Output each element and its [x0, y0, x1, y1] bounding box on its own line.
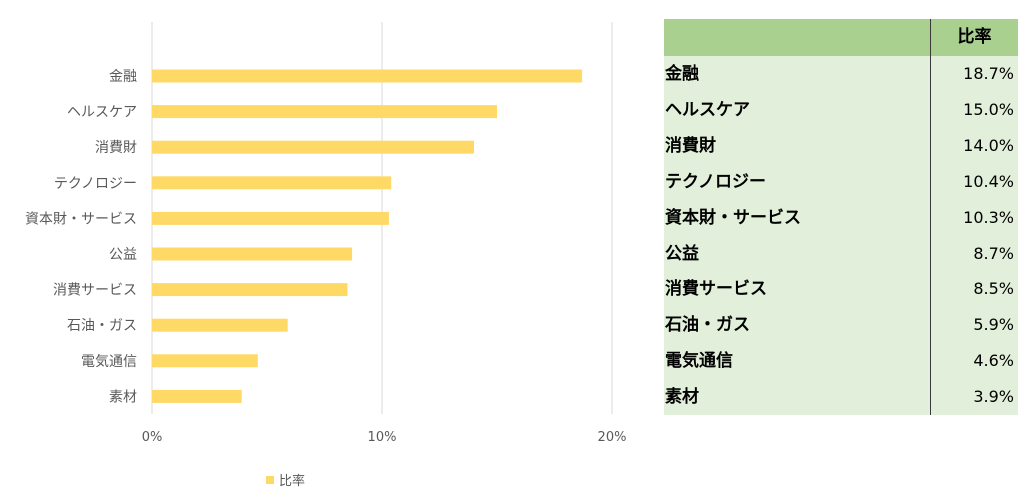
bar — [152, 69, 583, 83]
category-label: テクノロジー — [54, 176, 137, 192]
category-labels: 金融ヘルスケア消費財テクノロジー資本財・サービス公益消費サービス石油・ガス電気通… — [25, 69, 137, 405]
table-row: 消費財 14.0% — [664, 128, 1018, 164]
category-label: 金融 — [109, 69, 137, 85]
table-row: 電気通信 4.6% — [664, 343, 1018, 379]
category-label: 資本財・サービス — [25, 211, 137, 227]
table-cell-sector: 素材 — [665, 387, 699, 408]
bar — [152, 354, 258, 368]
table-cell-sector: 石油・ガス — [665, 315, 750, 336]
table-cell-sector: 資本財・サービス — [665, 207, 801, 228]
category-label: 石油・ガス — [67, 318, 137, 334]
table-row: 金融 18.7% — [664, 56, 1018, 92]
category-label: 素材 — [109, 389, 137, 405]
legend: 比率 — [266, 473, 305, 489]
bar-chart: 金融ヘルスケア消費財テクノロジー資本財・サービス公益消費サービス石油・ガス電気通… — [25, 22, 627, 489]
table-header — [664, 19, 1018, 56]
legend-label: 比率 — [279, 473, 305, 489]
table-row: テクノロジー 10.4% — [664, 164, 1018, 200]
table-cell-ratio: 4.6% — [973, 351, 1014, 371]
data-table: 比率 金融 18.7% ヘルスケア 15.0% 消費財 14.0% テクノロジー 10.4% 資… — [664, 19, 1018, 415]
table-row: 素材 3.9% — [664, 379, 1018, 415]
bar — [152, 211, 389, 225]
x-tick-labels: 0% 10% 20% — [142, 430, 627, 445]
table-cell-sector: 電気通信 — [665, 351, 733, 372]
category-label: 電気通信 — [81, 354, 137, 370]
table-cell-ratio: 15.0% — [963, 99, 1014, 119]
table-cell-ratio: 3.9% — [973, 387, 1014, 407]
category-label: 消費財 — [95, 140, 137, 156]
bar — [152, 176, 392, 190]
column-divider — [930, 19, 931, 415]
table-row: 消費サービス 8.5% — [664, 271, 1018, 307]
category-label: 公益 — [109, 247, 137, 263]
table-row: ヘルスケア 15.0% — [664, 92, 1018, 128]
table-cell-ratio: 10.3% — [963, 207, 1014, 227]
bar — [152, 247, 353, 261]
table-cell-ratio: 8.7% — [973, 243, 1014, 263]
x-tick-label: 0% — [142, 430, 163, 445]
table-cell-ratio: 18.7% — [963, 64, 1014, 83]
bar — [152, 105, 497, 119]
table-row: 石油・ガス 5.9% — [664, 307, 1018, 343]
table-row: 公益 8.7% — [664, 236, 1018, 272]
table-cell-sector: 消費財 — [665, 135, 716, 156]
table-cell-ratio: 8.5% — [973, 279, 1014, 299]
table-cell-ratio: 5.9% — [973, 315, 1014, 335]
table-cell-ratio: 10.4% — [963, 171, 1014, 191]
table-header-ratio: 比率 — [957, 27, 992, 47]
x-tick-label: 20% — [598, 430, 627, 445]
table-cell-sector: 公益 — [665, 243, 699, 264]
bars — [152, 69, 583, 403]
legend-swatch — [266, 476, 274, 484]
bar — [152, 389, 242, 403]
table-cell-sector: ヘルスケア — [665, 99, 750, 120]
table-cell-sector: テクノロジー — [665, 171, 766, 192]
table-row: 資本財・サービス 10.3% — [664, 200, 1018, 236]
bar — [152, 283, 348, 297]
table-cell-sector: 消費サービス — [665, 279, 767, 300]
bar — [152, 318, 288, 332]
table-cell-ratio: 14.0% — [963, 135, 1014, 155]
table-cell-sector: 金融 — [665, 64, 699, 84]
category-label: 消費サービス — [53, 283, 137, 299]
bar — [152, 140, 474, 154]
x-tick-label: 10% — [368, 430, 397, 445]
category-label: ヘルスケア — [67, 105, 137, 121]
